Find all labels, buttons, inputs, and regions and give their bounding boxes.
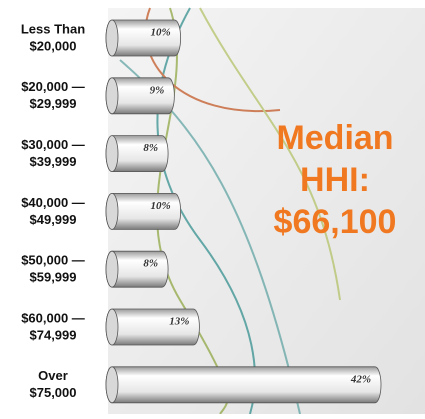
category-label: $30,000 — (21, 137, 85, 152)
annotation: HHI: (300, 161, 370, 199)
category-label: $60,000 — (21, 310, 85, 325)
annotation: Median (276, 119, 393, 157)
category-label: Less Than (21, 21, 85, 36)
bar-end (106, 251, 118, 287)
bar (106, 367, 381, 403)
value-label: 10% (150, 27, 170, 39)
annotation: $66,100 (274, 203, 397, 241)
value-label: 8% (143, 142, 158, 154)
value-label: 42% (350, 373, 371, 385)
category-label: $20,000 — (21, 79, 85, 94)
category-label: $74,999 (30, 327, 77, 342)
category-label: Over (38, 368, 68, 383)
bar-end (106, 136, 118, 172)
bar-end (106, 20, 118, 56)
category-label: $20,000 (30, 38, 77, 53)
bar-end (106, 309, 118, 345)
chart: 10% 9% 8% 10% 8% 13% 42% Median HHI: $66,100 Les… (0, 0, 425, 414)
bar-end (106, 193, 118, 229)
value-label: 13% (169, 316, 189, 328)
category-label: $39,999 (30, 154, 77, 169)
value-label: 10% (150, 200, 170, 212)
category-label: $50,000 — (21, 253, 85, 268)
bar-end (106, 78, 118, 114)
category-label: $49,999 (30, 212, 77, 227)
bar-end (106, 367, 118, 403)
value-label: 9% (150, 84, 165, 96)
category-label: $75,000 (30, 385, 77, 400)
category-label: $29,999 (30, 96, 77, 111)
value-label: 8% (143, 258, 158, 270)
category-label: $59,999 (30, 270, 77, 285)
category-label: $40,000 — (21, 195, 85, 210)
